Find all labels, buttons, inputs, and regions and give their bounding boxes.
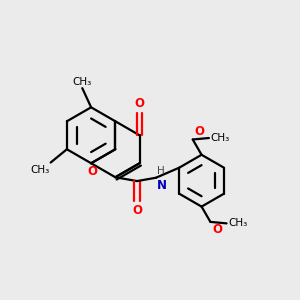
Text: O: O	[212, 224, 222, 236]
Text: O: O	[194, 125, 204, 138]
Text: H: H	[157, 166, 164, 176]
Text: O: O	[132, 204, 142, 217]
Text: N: N	[157, 179, 166, 192]
Text: O: O	[88, 165, 98, 178]
Text: O: O	[135, 97, 145, 110]
Text: CH₃: CH₃	[30, 165, 49, 175]
Text: CH₃: CH₃	[228, 218, 247, 228]
Text: CH₃: CH₃	[73, 77, 92, 87]
Text: CH₃: CH₃	[210, 133, 230, 143]
